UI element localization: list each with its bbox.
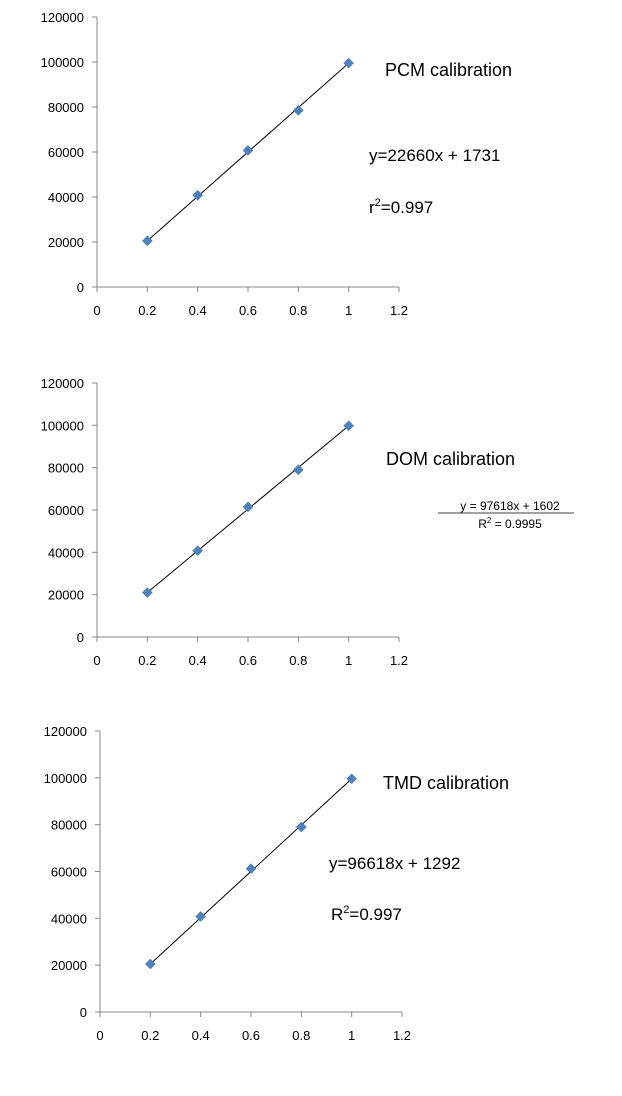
pcm-y-tick-label: 40000	[48, 190, 84, 205]
tmd-y-tick-label: 80000	[51, 818, 87, 833]
dom-chart-title: DOM calibration	[386, 449, 515, 469]
tmd-y-tick-label: 60000	[51, 865, 87, 880]
pcm-r-squared: r2=0.997	[369, 197, 433, 217]
tmd-chart-title: TMD calibration	[383, 773, 509, 793]
tmd-data-point	[295, 821, 307, 833]
tmd-x-tick-label: 0.2	[141, 1028, 159, 1043]
dom-x-tick-label: 0.2	[138, 653, 156, 668]
dom-x-tick-label: 0.8	[289, 653, 307, 668]
tmd-y-tick-label: 100000	[44, 771, 87, 786]
tmd-x-tick-label: 1	[348, 1028, 355, 1043]
pcm-x-tick-label: 0.6	[239, 303, 257, 318]
tmd-data-point	[144, 958, 156, 970]
chart-dom: 0 20000 40000 60000 80000 100000 120000 0 0.2 0.…	[41, 376, 574, 668]
dom-data-point	[141, 587, 153, 598]
dom-data-point	[192, 545, 204, 556]
dom-data-point	[292, 464, 304, 476]
dom-x-tick-label: 1.2	[390, 653, 408, 668]
dom-x-ticks: 0 0.2 0.4 0.6 0.8 1 1.2	[93, 637, 408, 668]
tmd-data-point	[195, 911, 207, 922]
tmd-points	[144, 773, 358, 970]
pcm-x-tick-label: 1	[345, 303, 352, 318]
dom-x-tick-label: 0.4	[189, 653, 207, 668]
pcm-x-tick-label: 0.2	[138, 303, 156, 318]
pcm-data-point	[343, 57, 355, 69]
tmd-y-tick-label: 20000	[51, 958, 87, 973]
pcm-y-tick-label: 0	[77, 280, 84, 295]
pcm-x-tick-label: 1.2	[390, 303, 408, 318]
tmd-x-ticks: 0 0.2 0.4 0.6 0.8 1 1.2	[96, 1012, 411, 1043]
pcm-x-tick-label: 0	[93, 303, 100, 318]
tmd-x-tick-label: 1.2	[393, 1028, 411, 1043]
pcm-y-ticks: 0 20000 40000 60000 80000 100000 120000	[41, 10, 97, 295]
tmd-data-point	[346, 773, 358, 785]
dom-points	[141, 420, 355, 598]
pcm-data-point	[192, 189, 204, 201]
pcm-equation: y=22660x + 1731	[369, 146, 500, 165]
dom-data-point	[343, 420, 355, 432]
tmd-y-tick-label: 120000	[44, 724, 87, 739]
pcm-y-tick-label: 80000	[48, 100, 84, 115]
dom-x-tick-label: 1	[345, 653, 352, 668]
dom-data-point	[242, 501, 254, 513]
pcm-x-ticks: 0 0.2 0.4 0.6 0.8 1 1.2	[93, 287, 408, 318]
dom-y-tick-label: 20000	[48, 588, 84, 603]
pcm-x-tick-label: 0.4	[189, 303, 207, 318]
pcm-y-tick-label: 20000	[48, 235, 84, 250]
chart-tmd: 0 20000 40000 60000 80000 100000 120000 0 0.2 0.…	[44, 724, 509, 1043]
dom-equation: y = 97618x + 1602	[460, 499, 560, 513]
dom-y-tick-label: 40000	[48, 545, 84, 560]
dom-x-tick-label: 0.6	[239, 653, 257, 668]
dom-y-tick-label: 100000	[41, 418, 84, 433]
tmd-y-tick-label: 40000	[51, 911, 87, 926]
tmd-r-squared: R2=0.997	[331, 904, 402, 924]
pcm-y-tick-label: 60000	[48, 145, 84, 160]
chart-pcm: 0 20000 40000 60000 80000 100000 120000 0 0.2 0.…	[41, 10, 512, 318]
tmd-equation: y=96618x + 1292	[329, 854, 460, 873]
pcm-data-point	[141, 235, 153, 247]
pcm-data-point	[292, 105, 304, 116]
dom-y-tick-label: 120000	[41, 376, 84, 391]
tmd-data-point	[245, 863, 257, 875]
pcm-x-tick-label: 0.8	[289, 303, 307, 318]
tmd-y-tick-label: 0	[80, 1005, 87, 1020]
tmd-y-ticks: 0 20000 40000 60000 80000 100000 120000	[44, 724, 100, 1020]
dom-x-tick-label: 0	[93, 653, 100, 668]
pcm-y-tick-label: 100000	[41, 55, 84, 70]
pcm-points	[141, 57, 355, 247]
pcm-y-tick-label: 120000	[41, 10, 84, 25]
pcm-chart-title: PCM calibration	[385, 60, 512, 80]
dom-y-ticks: 0 20000 40000 60000 80000 100000 120000	[41, 376, 97, 645]
dom-y-tick-label: 60000	[48, 503, 84, 518]
dom-y-tick-label: 80000	[48, 461, 84, 476]
tmd-x-tick-label: 0.8	[292, 1028, 310, 1043]
tmd-x-tick-label: 0	[96, 1028, 103, 1043]
tmd-x-tick-label: 0.6	[242, 1028, 260, 1043]
tmd-x-tick-label: 0.4	[192, 1028, 210, 1043]
pcm-data-point	[242, 145, 254, 156]
dom-y-tick-label: 0	[77, 630, 84, 645]
dom-r-squared: R2 = 0.9995	[478, 516, 542, 531]
